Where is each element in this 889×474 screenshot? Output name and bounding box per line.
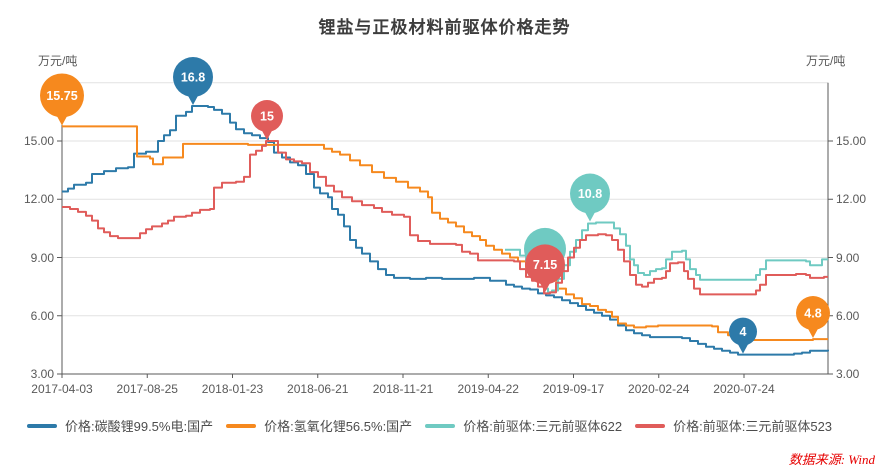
legend-label-carbonate: 价格:碳酸锂99.5%电:国产 (65, 419, 214, 434)
y-tick-label-left: 3.00 (30, 367, 54, 381)
legend-item-hydroxide[interactable]: 价格:氢氧化锂56.5%:国产 (226, 416, 412, 435)
y-tick-label-right: 15.00 (836, 134, 867, 148)
svg-text:16.8: 16.8 (181, 71, 205, 85)
legend-label-p622: 价格:前驱体:三元前驱体622 (463, 419, 623, 434)
y-tick-label-left: 15.00 (23, 134, 54, 148)
marker-10.8: 10.8 (570, 173, 610, 222)
svg-text:15.75: 15.75 (46, 89, 77, 103)
x-tick-label: 2018-01-23 (201, 382, 264, 396)
svg-text:7.15: 7.15 (533, 258, 557, 272)
y-axis-unit-right: 万元/吨 (806, 54, 846, 68)
legend-swatch-p622 (425, 423, 456, 428)
legend-label-p523: 价格:前驱体:三元前驱体523 (673, 419, 833, 434)
y-axis-unit-left: 万元/吨 (38, 54, 78, 68)
series-line-hydroxide (62, 125, 828, 341)
y-tick-label-right: 12.00 (836, 192, 867, 207)
x-tick-label: 2017-08-25 (116, 382, 178, 396)
legend-item-carbonate[interactable]: 价格:碳酸锂99.5%电:国产 (27, 416, 213, 435)
legend-swatch-carbonate (27, 423, 57, 428)
svg-text:10.8: 10.8 (578, 187, 602, 201)
legend-item-p622[interactable]: 价格:前驱体:三元前驱体622 (425, 416, 622, 435)
marker-4.8: 4.8 (796, 296, 830, 339)
legend-swatch-p523 (635, 423, 666, 428)
x-tick-label: 2018-11-21 (372, 382, 434, 396)
y-tick-label-right: 3.00 (836, 367, 860, 381)
legend-label-hydroxide: 价格:氢氧化锂56.5%:国产 (264, 419, 413, 434)
y-tick-label-right: 9.00 (836, 250, 860, 265)
y-tick-label-left: 6.00 (30, 308, 54, 323)
x-tick-label: 2019-09-17 (542, 382, 605, 396)
y-tick-label-left: 9.00 (30, 250, 54, 265)
legend: 价格:碳酸锂99.5%电:国产 价格:氢氧化锂56.5%:国产 价格:前驱体:三元前… (27, 416, 832, 435)
y-tick-label-left: 12.00 (23, 192, 54, 207)
svg-text:15: 15 (260, 110, 274, 124)
marker-16.8: 16.8 (173, 57, 213, 106)
legend-item-p523[interactable]: 价格:前驱体:三元前驱体523 (635, 416, 832, 435)
x-tick-label: 2020-07-24 (713, 382, 775, 396)
marker-4: 4 (729, 317, 757, 354)
marker-15.75: 15.75 (40, 73, 84, 126)
series-line-carbonate (62, 105, 829, 356)
svg-text:4: 4 (740, 325, 747, 339)
x-tick-label: 2019-04-22 (457, 382, 519, 396)
x-tick-label: 2018-06-21 (287, 382, 349, 396)
svg-text:4.8: 4.8 (804, 307, 821, 321)
chart-title: 锂盐与正极材料前驱体价格走势 (318, 18, 571, 37)
marker-7.15: 7.15 (525, 244, 565, 293)
y-tick-label-right: 6.00 (836, 308, 860, 323)
x-tick-label: 2017-04-03 (31, 382, 93, 396)
x-tick-label: 2020-02-24 (628, 382, 690, 396)
series-line-p523 (62, 140, 828, 296)
marker-15: 15 (251, 100, 283, 140)
legend-swatch-hydroxide (226, 423, 257, 428)
data-source: 数据来源: Wind (788, 452, 875, 467)
